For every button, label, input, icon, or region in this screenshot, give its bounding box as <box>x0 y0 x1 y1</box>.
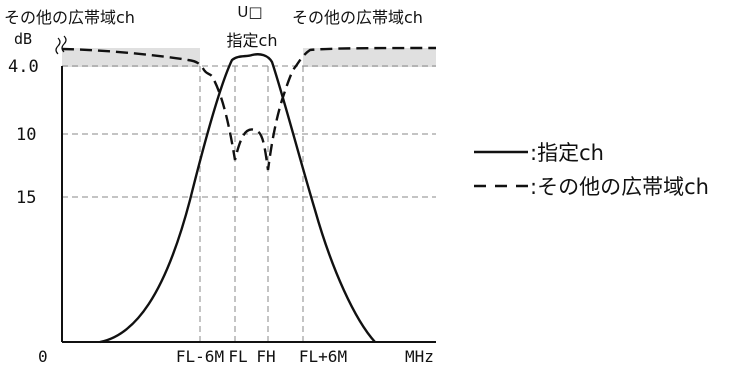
shaded-band-right <box>303 48 436 67</box>
x-unit-label: MHz <box>405 347 434 366</box>
top-label-center-1: U□ <box>237 3 262 21</box>
y-tick-label-10: 10 <box>16 125 36 145</box>
y-tick-label-15: 15 <box>16 188 36 208</box>
x-tick-label-fl+6m: FL+6M <box>299 347 347 366</box>
shaded-band-left <box>62 48 200 67</box>
x-tick-label-fl-6m: FL-6M <box>176 347 224 366</box>
x-tick-label-fl: FL <box>228 347 247 366</box>
series-designated-ch <box>99 53 376 344</box>
y-unit-label: dB <box>14 30 32 48</box>
top-label-center-2: 指定ch <box>227 31 278 50</box>
legend-solid-label: :指定ch <box>530 141 604 165</box>
legend-dashed-label: :その他の広帯域ch <box>530 175 709 199</box>
top-label-left: その他の広帯域ch <box>4 8 135 27</box>
top-label-right: その他の広帯域ch <box>292 8 423 27</box>
y-tick-label-4: 4.0 <box>8 57 39 77</box>
x-tick-label-fh: FH <box>256 347 275 366</box>
series-other-wideband-ch <box>61 46 437 171</box>
x-origin-label: 0 <box>38 347 48 366</box>
